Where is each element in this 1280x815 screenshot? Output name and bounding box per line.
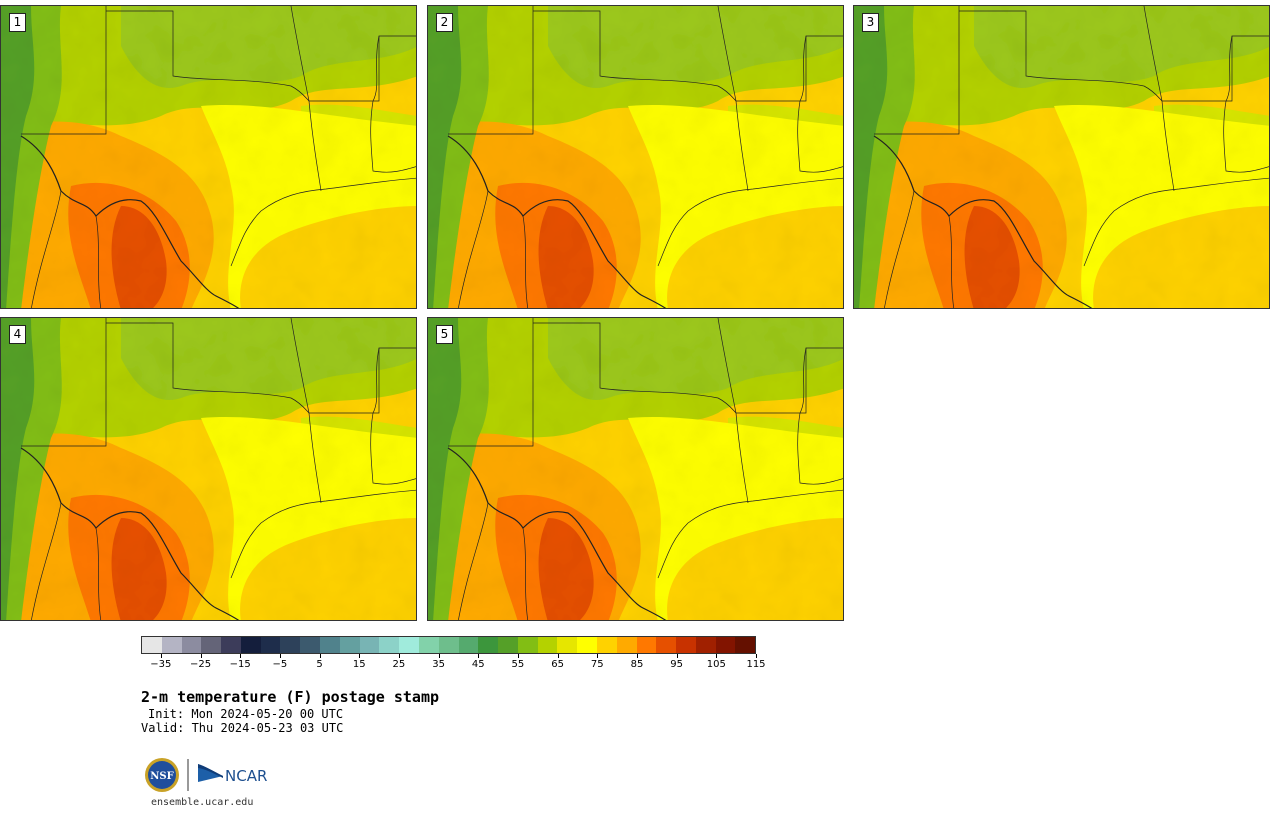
panel-label: 2 bbox=[436, 13, 453, 32]
colorbar-tick bbox=[438, 654, 440, 658]
colorbar-swatch bbox=[161, 637, 182, 653]
colorbar-swatch bbox=[458, 637, 479, 653]
colorbar-tick-label: −15 bbox=[229, 659, 251, 670]
colorbar-tick bbox=[240, 654, 242, 658]
colorbar-swatch bbox=[676, 637, 696, 653]
colorbar-tick-label: −5 bbox=[272, 659, 288, 670]
colorbar-tick-label: 95 bbox=[670, 659, 684, 670]
colorbar-swatch bbox=[240, 637, 261, 653]
colorbar-swatch bbox=[379, 637, 400, 653]
panel-label: 3 bbox=[862, 13, 879, 32]
colorbar-swatch bbox=[735, 637, 756, 653]
colorbar-swatch bbox=[517, 637, 538, 653]
ensemble-panel-4: 4 bbox=[0, 317, 417, 621]
nsf-logo-text: NSF bbox=[150, 771, 173, 782]
colorbar-tick bbox=[756, 654, 757, 658]
colorbar-swatch bbox=[201, 637, 222, 653]
colorbar-swatch bbox=[339, 637, 360, 653]
ncar-logo-icon: NCAR bbox=[198, 764, 267, 785]
colorbar-swatch bbox=[438, 637, 459, 653]
colorbar-swatch bbox=[478, 637, 499, 653]
colorbar-swatch bbox=[656, 637, 677, 653]
colorbar-swatch bbox=[300, 637, 321, 653]
colorbar-tick-label: 75 bbox=[590, 659, 604, 670]
colorbar-swatch bbox=[418, 637, 439, 653]
colorbar-swatch bbox=[537, 637, 558, 653]
colorbar-tick-label: 45 bbox=[471, 659, 485, 670]
nsf-ncar-logos: NSF NCAR bbox=[143, 756, 278, 794]
colorbar-swatch bbox=[359, 637, 380, 653]
colorbar-tick-label: 105 bbox=[706, 659, 726, 670]
colorbar-swatch bbox=[577, 637, 597, 653]
ensemble-panel-1: 1 bbox=[0, 5, 417, 309]
colorbar-swatch bbox=[636, 637, 657, 653]
temperature-colorbar bbox=[141, 636, 756, 654]
panel-label: 1 bbox=[9, 13, 26, 32]
colorbar-tick-label: 85 bbox=[630, 659, 644, 670]
plot-title: 2-m temperature (F) postage stamp bbox=[141, 688, 440, 706]
colorbar-tick-label: 65 bbox=[551, 659, 564, 670]
colorbar-tick bbox=[676, 654, 678, 658]
temperature-map bbox=[428, 318, 844, 621]
valid-time: Valid: Thu 2024-05-23 03 UTC bbox=[141, 721, 344, 735]
colorbar-tick-label: −35 bbox=[150, 659, 172, 670]
init-time: Init: Mon 2024-05-20 00 UTC bbox=[148, 707, 344, 721]
ensemble-panel-5: 5 bbox=[427, 317, 844, 621]
colorbar-tick bbox=[716, 654, 718, 658]
colorbar-tick-label: 5 bbox=[316, 659, 323, 670]
temperature-map bbox=[428, 6, 844, 309]
colorbar-swatch bbox=[221, 637, 241, 653]
colorbar-swatch bbox=[142, 637, 162, 653]
colorbar-tick bbox=[478, 654, 480, 658]
colorbar-tick-label: 115 bbox=[746, 659, 766, 670]
panel-label: 4 bbox=[9, 325, 26, 344]
colorbar-tick bbox=[636, 654, 638, 658]
colorbar-swatch bbox=[260, 637, 281, 653]
temperature-map bbox=[1, 6, 417, 309]
colorbar-swatch bbox=[181, 637, 202, 653]
website-url: ensemble.ucar.edu bbox=[151, 797, 254, 808]
colorbar-swatch bbox=[498, 637, 518, 653]
colorbar-tick bbox=[557, 654, 559, 658]
temperature-map bbox=[854, 6, 1270, 309]
colorbar-tick-label: 35 bbox=[432, 659, 445, 670]
colorbar-tick bbox=[359, 654, 361, 658]
colorbar-tick-label: 25 bbox=[392, 659, 406, 670]
colorbar-swatch bbox=[320, 637, 340, 653]
colorbar-ticks: −35 −25 −15 −5 5 15 25 35 45 55 65 75 85 95 105 115 bbox=[141, 654, 766, 674]
colorbar-tick bbox=[319, 654, 321, 658]
ncar-logo-text: NCAR bbox=[225, 767, 267, 785]
colorbar-tick bbox=[200, 654, 202, 658]
colorbar-tick bbox=[398, 654, 400, 658]
colorbar-tick bbox=[160, 654, 162, 658]
panel-label: 5 bbox=[436, 325, 453, 344]
colorbar-tick-label: 55 bbox=[511, 659, 525, 670]
colorbar-swatch bbox=[596, 637, 617, 653]
colorbar-swatch bbox=[557, 637, 578, 653]
colorbar-tick bbox=[517, 654, 519, 658]
colorbar-tick-label: 15 bbox=[352, 659, 366, 670]
colorbar-swatch bbox=[399, 637, 419, 653]
colorbar-tick-label: −25 bbox=[189, 659, 212, 670]
colorbar-tick bbox=[279, 654, 281, 658]
colorbar-swatch bbox=[280, 637, 301, 653]
colorbar-swatch bbox=[715, 637, 736, 653]
nsf-logo-icon: NSF NCAR bbox=[145, 758, 267, 792]
colorbar-tick bbox=[597, 654, 599, 658]
ensemble-panel-2: 2 bbox=[427, 5, 844, 309]
colorbar-swatch bbox=[695, 637, 716, 653]
temperature-map bbox=[1, 318, 417, 621]
ensemble-panel-3: 3 bbox=[853, 5, 1270, 309]
colorbar-swatch bbox=[616, 637, 637, 653]
